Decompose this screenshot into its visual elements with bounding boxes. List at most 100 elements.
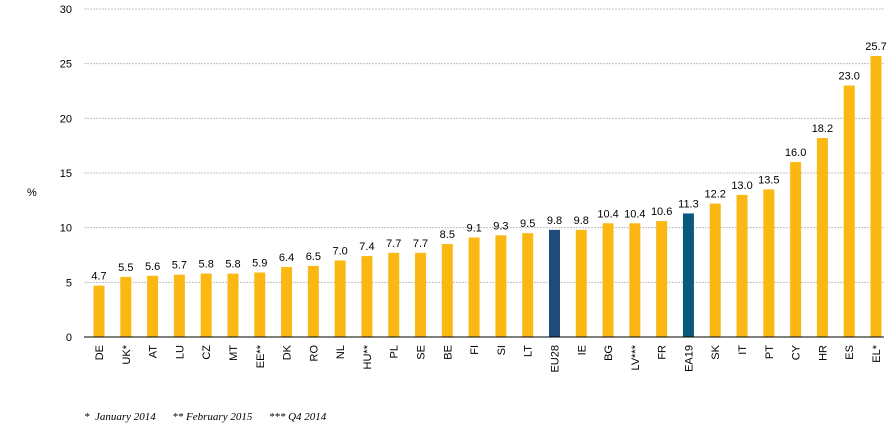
bar-at [147,275,159,337]
y-tick-label: 15 [60,168,72,180]
data-label: 5.9 [252,257,267,269]
data-label: 7.7 [413,238,428,250]
data-labels: 4.7 5.5 5.6 5.7 5.8 5.8 5.9 6.4 6.5 7.0 7.4 7.7 7.7 8… [91,41,886,283]
bar-ie [575,229,587,337]
data-label: 12.2 [705,189,726,201]
y-tick-label: 10 [60,223,72,235]
data-label: 16.0 [785,147,806,159]
category-label: ES [844,345,856,360]
category-label: PL [389,345,401,358]
data-label: 5.6 [145,261,160,273]
y-tick-label: 30 [60,4,72,16]
footnote: * January 2014 ** February 2015 *** Q4 2… [84,411,327,423]
bar-fr [656,221,668,337]
data-label: 11.3 [678,198,699,210]
category-label: EA19 [683,345,695,372]
bar-uk [120,276,132,337]
category-label: BE [442,345,454,360]
bar-hu [361,256,373,337]
bar-cy [790,162,802,337]
data-label: 9.8 [574,215,589,227]
category-label: FR [657,345,669,360]
data-label: 5.7 [172,260,187,272]
data-label: 6.5 [306,251,321,263]
bar-fi [468,237,480,337]
data-label: 10.4 [624,208,645,220]
category-label: CY [791,344,803,360]
data-label: 4.7 [91,271,106,283]
category-label: EU28 [549,345,561,373]
category-label: CZ [201,345,213,360]
category-label: FI [469,345,481,355]
bar-ee [254,272,266,337]
data-label: 18.2 [812,123,833,135]
category-label: HU** [362,344,374,369]
category-label: EL* [871,344,883,362]
bar-ro [307,265,319,337]
data-label: 9.8 [547,215,562,227]
y-tick-label: 25 [60,59,72,71]
data-label: 7.4 [359,241,374,253]
category-label: LV*** [630,344,642,370]
data-label: 5.8 [225,259,240,271]
bar-be [441,244,453,337]
category-label: MT [228,345,240,361]
category-label: HR [817,345,829,361]
bar-nl [334,260,346,337]
gridlines [84,8,884,283]
data-label: 5.5 [118,262,133,274]
data-label: 7.7 [386,238,401,250]
bar-lu [173,274,185,337]
data-label: 9.3 [493,220,508,232]
category-label: AT [148,345,160,359]
data-label: 5.8 [199,259,214,271]
bar-sk [709,203,721,337]
category-label: DE [94,345,106,360]
data-label: 10.6 [651,206,672,218]
data-label: 13.0 [731,180,752,192]
bar-pl [388,252,400,337]
y-axis-tick-labels: 0 5 10 15 20 25 30 [60,4,72,344]
bar-el [870,56,882,337]
bar-de [93,285,105,337]
category-label: LT [523,345,535,357]
category-label: LU [174,345,186,359]
bars [93,56,882,338]
data-label: 23.0 [838,71,859,83]
bar-si [495,235,507,337]
category-label: IT [737,345,749,355]
bar-es [843,85,855,338]
bar-dk [281,267,293,337]
bar-bg [602,223,614,337]
bar-it [736,194,748,337]
data-label: 13.5 [758,174,779,186]
category-label: RO [308,345,320,362]
bar-ea19 [682,213,694,337]
bar-lv [629,223,641,337]
category-label: BG [603,345,615,361]
y-tick-label: 5 [66,277,72,289]
bar-hr [816,138,828,337]
category-label: SK [710,344,722,359]
data-label: 25.7 [865,41,886,53]
category-label: UK* [121,344,133,364]
bar-pt [763,189,775,337]
data-label: 10.4 [597,208,618,220]
data-label: 9.5 [520,218,535,230]
y-axis-label: % [27,187,37,199]
category-label: SE [416,345,428,360]
data-label: 8.5 [440,229,455,241]
category-label: IE [576,345,588,355]
bar-lt [522,233,534,337]
data-label: 6.4 [279,252,294,264]
category-label: PT [764,345,776,359]
bar-eu28 [548,229,560,337]
category-label: DK [282,344,294,360]
bar-cz [200,273,212,337]
y-tick-label: 20 [60,113,72,125]
category-label: EE** [255,344,267,368]
category-label: SI [496,345,508,355]
category-label: NL [335,345,347,359]
bar-mt [227,273,239,337]
